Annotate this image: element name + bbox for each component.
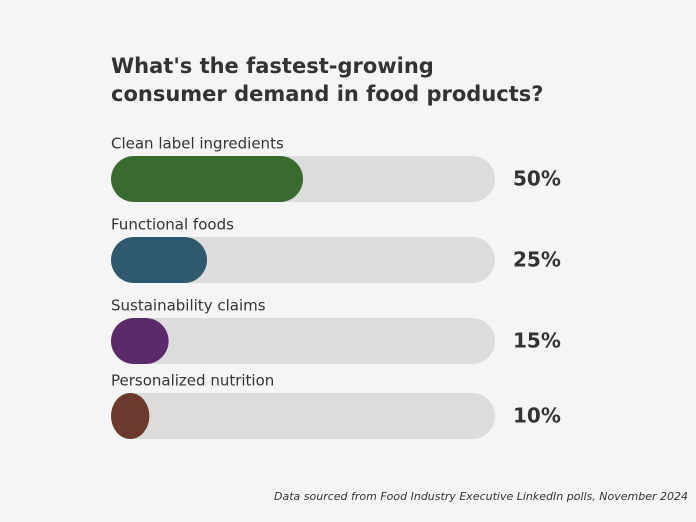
bar — [111, 237, 207, 283]
category-label: Sustainability claims — [111, 297, 266, 315]
chart-title: What's the fastest-growing consumer dema… — [111, 54, 544, 106]
bar-track — [111, 393, 495, 439]
bar — [111, 318, 169, 364]
bar-track — [111, 318, 495, 364]
value-label: 25% — [513, 248, 561, 272]
category-label: Clean label ingredients — [111, 135, 284, 153]
bar-track — [111, 237, 495, 283]
bar — [111, 393, 150, 439]
value-label: 15% — [513, 329, 561, 353]
category-label: Personalized nutrition — [111, 372, 274, 390]
category-label: Functional foods — [111, 216, 234, 234]
bar — [111, 156, 303, 202]
value-label: 10% — [513, 404, 561, 428]
value-label: 50% — [513, 167, 561, 191]
source-note: Data sourced from Food Industry Executiv… — [274, 490, 688, 503]
